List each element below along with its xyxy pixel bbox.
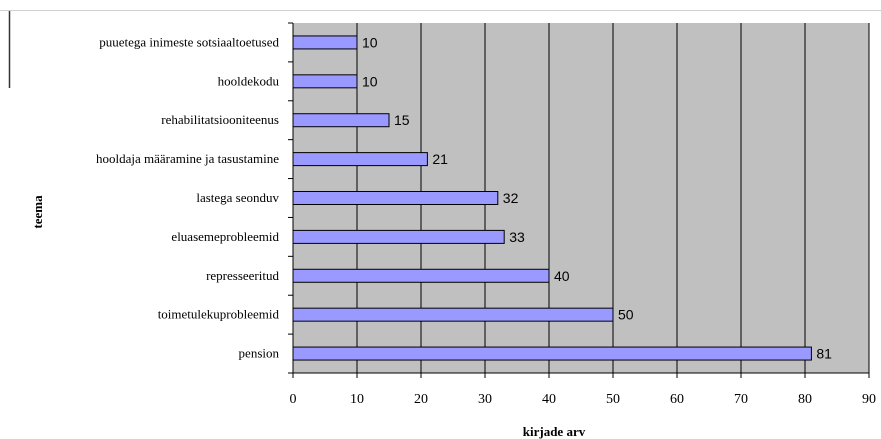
bar bbox=[292, 229, 505, 244]
category-label: eluasemeprobleemid bbox=[171, 229, 279, 244]
bar bbox=[292, 307, 614, 322]
x-tick-label: 80 bbox=[798, 392, 812, 407]
x-tick-label: 30 bbox=[478, 392, 492, 407]
bar-value-label: 81 bbox=[816, 346, 832, 362]
x-tick-label: 90 bbox=[862, 392, 876, 407]
bar-value-label: 40 bbox=[554, 268, 570, 284]
bar bbox=[292, 346, 812, 361]
x-tick-label: 0 bbox=[290, 392, 297, 407]
category-label: toimetulekuprobleemid bbox=[158, 307, 280, 322]
y-axis-title: teema bbox=[30, 195, 45, 229]
x-tick-label: 20 bbox=[414, 392, 428, 407]
category-label: pension bbox=[239, 346, 280, 361]
bar-value-label: 32 bbox=[503, 190, 519, 206]
bar bbox=[292, 35, 358, 50]
bar bbox=[292, 74, 358, 89]
bar-value-label: 10 bbox=[362, 73, 378, 89]
bar-value-label: 50 bbox=[618, 307, 634, 323]
x-tick-label: 70 bbox=[734, 392, 748, 407]
bar bbox=[292, 268, 550, 283]
category-label: lastega seonduv bbox=[196, 190, 279, 205]
category-labels: puuetega inimeste sotsiaaltoetused hoolde… bbox=[96, 22, 293, 374]
x-tick-label: 50 bbox=[606, 392, 620, 407]
bar-value-label: 21 bbox=[432, 151, 448, 167]
bar bbox=[292, 113, 390, 128]
bar-value-label: 33 bbox=[509, 229, 525, 245]
bar-value-label: 15 bbox=[394, 112, 410, 128]
axes bbox=[292, 23, 869, 374]
x-tick-label: 10 bbox=[350, 392, 364, 407]
bar bbox=[292, 191, 499, 205]
category-label: hooldaja määramine ja tasustamine bbox=[96, 151, 279, 166]
category-label: puuetega inimeste sotsiaaltoetused bbox=[99, 34, 279, 49]
bar-data-labels: 10 10 15 21 32 33 40 50 81 bbox=[362, 34, 832, 361]
bar-value-label: 10 bbox=[362, 34, 378, 50]
x-axis-title: kirjade arv bbox=[523, 424, 586, 439]
x-tick-labels: 0 10 20 30 40 50 60 70 80 90 bbox=[290, 373, 876, 407]
category-label: rehabilitatsiooniteenus bbox=[161, 112, 279, 127]
category-label: represseeritud bbox=[206, 268, 279, 283]
x-tick-label: 40 bbox=[542, 392, 556, 407]
x-tick-label: 60 bbox=[670, 392, 684, 407]
bar bbox=[292, 152, 428, 167]
category-label: hooldekodu bbox=[218, 73, 280, 88]
